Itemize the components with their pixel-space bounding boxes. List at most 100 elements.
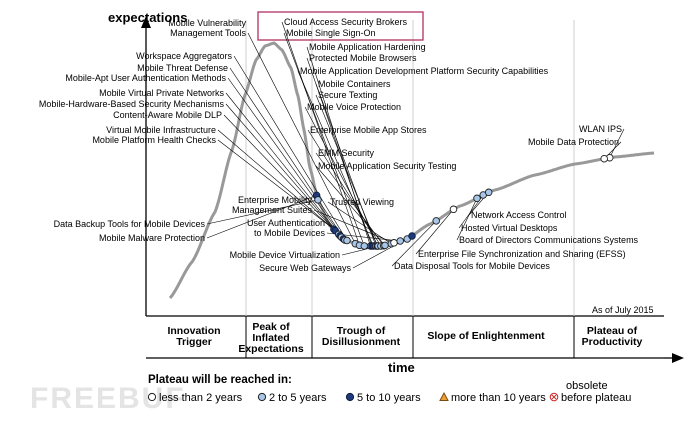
tech-marker — [314, 196, 322, 204]
tech-label: Mobile Virtual Private Networks — [99, 88, 224, 98]
watermark: FREEBUF — [30, 382, 186, 415]
tech-label: Mobile Voice Protection — [307, 102, 401, 112]
leader-line — [327, 201, 392, 244]
tech-label: Enterprise File Synchronization and Shar… — [418, 249, 626, 259]
phase-trough: Trough of Disillusionment — [322, 325, 401, 348]
phase-labels: Innovation Trigger Peak of Inflated Expecta… — [167, 321, 642, 355]
tech-label: Mobile Device Virtualization — [230, 250, 340, 260]
leader-line — [247, 32, 356, 244]
tech-label: Workspace Aggregators — [136, 51, 232, 61]
leader-line — [217, 139, 335, 230]
tech-label: Mobile Threat Defense — [137, 63, 228, 73]
tech-label: Mobile Application Development Platform … — [300, 66, 549, 76]
leader-line — [229, 67, 346, 241]
legend-marker — [345, 392, 355, 402]
tech-label: Content-Aware Mobile DLP — [113, 110, 222, 120]
leader-line — [227, 77, 344, 240]
leader-line — [304, 106, 379, 247]
leader-line — [315, 83, 377, 247]
tech-label: Enterprise Mobility Management Suites — [232, 195, 313, 215]
highlight-box — [257, 11, 424, 41]
tech-label: Mobile Platform Health Checks — [92, 135, 216, 145]
tech-label: Protected Mobile Browsers — [309, 53, 417, 63]
x-axis-title: time — [388, 360, 415, 375]
tech-label: Mobile Containers — [318, 79, 391, 89]
tech-marker — [600, 154, 608, 163]
tech-marker — [343, 236, 351, 245]
tech-label: Mobile-Apt User Authentication Methods — [65, 73, 226, 83]
tech-label: Virtual Mobile Infrastructure — [106, 125, 216, 135]
tech-marker — [381, 241, 389, 250]
phase-innovation-trigger: Innovation Trigger — [167, 325, 220, 348]
tech-label: Hosted Virtual Desktops — [461, 223, 558, 233]
legend-marker — [439, 391, 449, 401]
leader-line — [313, 209, 395, 244]
phase-plateau: Plateau of Productivity — [582, 325, 643, 348]
leader-line — [315, 94, 378, 247]
tech-label: Mobile Single Sign-On — [286, 28, 376, 38]
tech-label: Trusted Viewing — [330, 197, 394, 207]
tech-label: Mobile Application Security Testing — [318, 161, 456, 171]
tech-label: Mobile Application Hardening — [309, 42, 426, 52]
tech-label: Network Access Control — [471, 210, 567, 220]
tech-label: Secure Web Gateways — [259, 263, 351, 273]
y-axis-title: expectations — [108, 10, 187, 25]
leader-line — [206, 199, 319, 225]
tech-marker — [449, 205, 458, 214]
legend-label: obsolete — [566, 380, 608, 392]
leader-line — [281, 21, 360, 246]
tech-label: Mobile-Hardware-Based Security Mechanism… — [39, 99, 225, 109]
leader-line — [223, 114, 339, 235]
legend: Plateau will be reached in: less than 2 … — [147, 374, 631, 404]
technology-markers — [312, 153, 614, 250]
legend-label: before plateau — [561, 392, 631, 404]
leader-line — [283, 32, 365, 247]
leader-line — [233, 55, 348, 241]
tech-label: Data Disposal Tools for Mobile Devices — [394, 261, 550, 271]
tech-marker — [408, 232, 416, 240]
legend-label: 2 to 5 years — [269, 392, 327, 404]
leader-line — [206, 195, 317, 239]
technology-labels: Mobile Malware Protection Data Backup Too… — [39, 17, 639, 273]
leader-line — [225, 103, 341, 236]
y-axis-arrow — [141, 16, 151, 28]
phase-slope: Slope of Enlightenment — [427, 330, 545, 342]
tech-label: Secure Texting — [318, 90, 377, 100]
tech-label: User Authentication to Mobile Devices — [247, 218, 326, 238]
tech-label: Mobile Data Protection — [528, 137, 619, 147]
tech-marker — [473, 194, 481, 203]
legend-marker — [549, 392, 559, 402]
tech-marker — [390, 239, 398, 247]
legend-label: 5 to 10 years — [357, 392, 421, 404]
tech-label: Board of Directors Communications System… — [459, 235, 639, 245]
leader-line — [217, 129, 336, 231]
tech-label: Enterprise Mobile App Stores — [310, 125, 427, 135]
leader-line — [415, 209, 454, 255]
phase-peak: Peak of Inflated Expectations — [238, 321, 304, 355]
leader-line — [315, 152, 384, 246]
tech-label: WLAN IPS — [579, 124, 622, 134]
legend-title: Plateau will be reached in: — [148, 374, 292, 386]
tech-marker — [432, 217, 440, 225]
legend-label: less than 2 years — [159, 392, 243, 404]
tech-label: Mobile Malware Protection — [99, 233, 205, 243]
tech-marker — [484, 188, 493, 197]
as-of-note: As of July 2015 — [592, 305, 654, 315]
leader-line — [609, 128, 625, 158]
tech-label: Cloud Access Security Brokers — [284, 17, 408, 27]
legend-marker — [147, 392, 157, 402]
legend-label: more than 10 years — [451, 392, 546, 404]
tech-marker — [396, 237, 404, 245]
legend-marker — [257, 392, 267, 402]
phase-ticks — [245, 316, 575, 358]
x-axis-arrow — [672, 353, 684, 363]
leader-line — [391, 220, 437, 267]
tech-label: Mobile Vulnerability Management Tools — [168, 18, 246, 38]
tech-label: EMM Security — [318, 148, 375, 158]
tech-marker — [360, 242, 369, 250]
leader-line — [297, 70, 374, 247]
phase-dividers — [245, 20, 575, 316]
leader-line — [456, 198, 478, 241]
tech-label: Data Backup Tools for Mobile Devices — [54, 219, 206, 229]
